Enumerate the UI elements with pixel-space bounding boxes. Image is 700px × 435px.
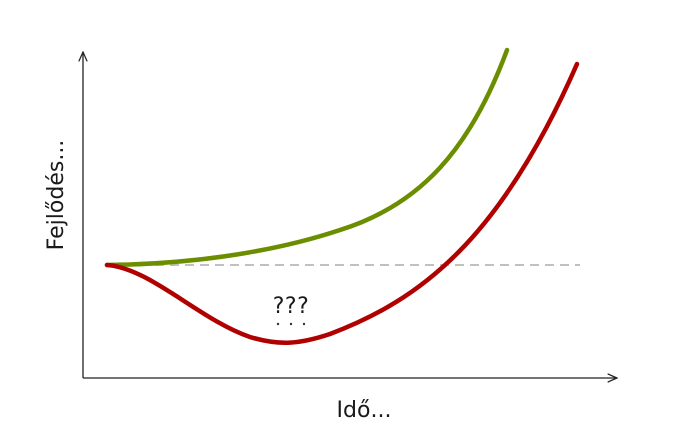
dip-curve [104, 61, 580, 345]
growth-curve [104, 47, 510, 268]
annotation-question-marks: ??? [273, 294, 310, 319]
x-axis-label: Idő... [337, 398, 392, 423]
y-axis-label: Fejlődés... [44, 140, 69, 251]
annotation-dots [276, 322, 306, 326]
